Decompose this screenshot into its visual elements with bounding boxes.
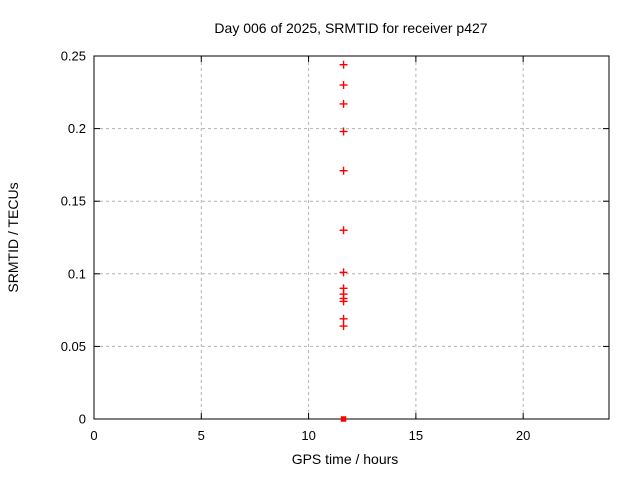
data-point-plus (339, 226, 348, 235)
axis-tick-labels: 0 5 10 15 20 0 0.05 0.1 0.15 0.2 0.25 (61, 49, 531, 444)
x-axis-label: GPS time / hours (292, 451, 399, 467)
x-tick-label: 10 (301, 428, 315, 443)
data-point-plus (339, 297, 348, 306)
y-axis-label: SRMTID / TECUs (5, 182, 21, 292)
y-tick-label: 0.25 (61, 49, 86, 64)
data-point-cluster-zero (340, 416, 347, 422)
grid-lines (94, 56, 609, 419)
data-point-plus (339, 60, 348, 69)
data-point-plus (339, 322, 348, 331)
y-tick-label: 0 (79, 412, 86, 427)
x-tick-label: 20 (516, 428, 530, 443)
data-point-plus (339, 268, 348, 277)
chart-title: Day 006 of 2025, SRMTID for receiver p42… (214, 20, 487, 36)
x-tick-label: 0 (90, 428, 97, 443)
x-tick-label: 5 (198, 428, 205, 443)
data-points (339, 60, 348, 422)
axis-ticks (93, 55, 609, 420)
data-point-plus (339, 166, 348, 175)
y-tick-label: 0.1 (68, 266, 86, 281)
data-point-plus (339, 81, 348, 90)
data-point-plus (339, 99, 348, 108)
y-tick-label: 0.05 (61, 339, 86, 354)
data-point-plus (339, 314, 348, 323)
data-point-plus (339, 127, 348, 136)
x-tick-label: 15 (409, 428, 423, 443)
y-tick-label: 0.2 (68, 121, 86, 136)
plot-border (93, 55, 610, 420)
y-tick-label: 0.15 (61, 194, 86, 209)
